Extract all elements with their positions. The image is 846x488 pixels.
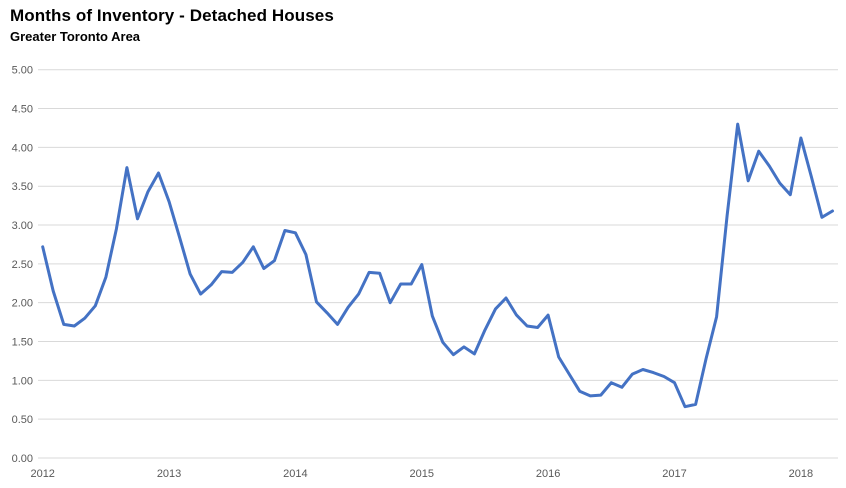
y-tick-label: 2.00: [12, 298, 33, 310]
y-tick-label: 4.00: [12, 142, 33, 154]
y-tick-label: 2.50: [12, 259, 33, 271]
y-tick-label: 0.50: [12, 414, 33, 426]
y-tick-label: 3.00: [12, 220, 33, 232]
x-tick-label: 2016: [536, 468, 560, 480]
x-tick-label: 2015: [410, 468, 434, 480]
y-tick-label: 1.00: [12, 375, 33, 387]
y-tick-label: 0.00: [12, 453, 33, 465]
x-tick-label: 2013: [157, 468, 181, 480]
y-tick-label: 1.50: [12, 337, 33, 349]
chart-title: Months of Inventory - Detached Houses: [10, 6, 334, 25]
gridlines: [38, 69, 838, 459]
y-axis-labels: 0.00 0.50 1.00 1.50 2.00 2.50 3.00 3.50 4.00 4.50…: [12, 65, 33, 465]
x-tick-label: 2018: [789, 468, 813, 480]
inventory-line-series: [41, 122, 834, 409]
y-tick-label: 5.00: [12, 65, 33, 77]
x-tick-label: 2014: [283, 468, 307, 480]
y-tick-label: 4.50: [12, 104, 33, 116]
x-tick-label: 2017: [662, 468, 686, 480]
x-tick-label: 2012: [30, 468, 54, 480]
x-axis-labels: 2012 2013 2014 2015 2016 2017 2018: [30, 468, 813, 480]
y-tick-label: 3.50: [12, 181, 33, 193]
chart-subtitle: Greater Toronto Area: [10, 29, 141, 44]
